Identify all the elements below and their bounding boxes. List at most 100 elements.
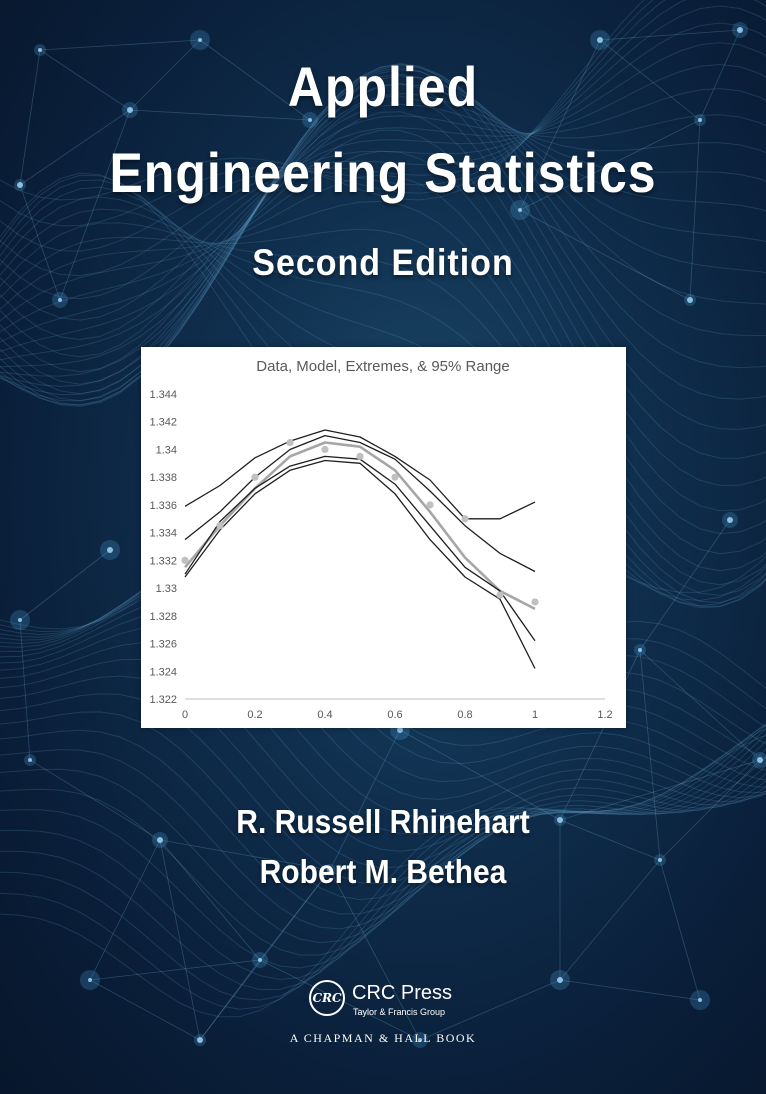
wave-line [0, 724, 766, 1001]
network-node [397, 727, 403, 733]
wave-line [0, 5, 766, 300]
network-link [699, 29, 741, 121]
wave-line [0, 658, 766, 852]
wave-lines [0, 0, 766, 1018]
wave-line [0, 612, 766, 800]
network-link [519, 119, 701, 211]
network-link [559, 819, 661, 861]
publisher-group: Taylor & Francis Group [353, 1007, 446, 1017]
data-point [286, 438, 294, 447]
wave-line [0, 675, 766, 869]
series-line-extreme-lower [184, 434, 536, 573]
network-link [89, 979, 201, 1041]
wave-line [0, 208, 766, 604]
data-point [216, 522, 224, 530]
x-tick-label: 1 [532, 709, 538, 721]
network-link [29, 759, 161, 841]
network-link [639, 649, 661, 861]
data-point [391, 473, 399, 481]
wave-line [0, 196, 766, 607]
chart-title: Data, Model, Extremes, & 95% Range [256, 358, 509, 375]
wave-line [0, 22, 766, 321]
data-point [181, 556, 189, 564]
wave-line [0, 723, 766, 991]
network-link [599, 39, 701, 121]
network-node [127, 107, 133, 113]
wave-line [0, 626, 766, 818]
network-node [557, 817, 563, 823]
network-link [689, 119, 701, 301]
data-point [461, 515, 469, 523]
wave-line [0, 88, 766, 373]
network-node [38, 48, 42, 52]
wave-line [0, 0, 766, 277]
x-tick-label: 0.2 [247, 709, 262, 721]
wave-line [0, 82, 766, 430]
wave-line [0, 228, 766, 586]
data-point [321, 445, 329, 454]
wave-line [0, 129, 766, 512]
network-node [698, 998, 702, 1002]
network-link [129, 39, 201, 111]
network-link [89, 959, 261, 981]
x-tick-label: 0.4 [317, 709, 332, 721]
y-tick-label: 1.322 [149, 694, 177, 706]
network-node [308, 118, 312, 122]
network-link [639, 649, 761, 761]
network-link [89, 839, 161, 981]
wave-line [0, 729, 766, 915]
wave-line [0, 0, 666, 252]
wave-line [0, 67, 766, 387]
wave-line [0, 150, 766, 535]
network-node [638, 648, 642, 652]
series-line-model [184, 441, 536, 611]
wave-line [0, 42, 766, 341]
wave-line [0, 583, 766, 788]
wave-line [0, 174, 766, 555]
network-link [159, 839, 261, 961]
chart: Data, Model, Extremes, & 95% Range 0 0.2 0… [149, 358, 612, 721]
wave-line [0, 63, 766, 402]
network-link [659, 759, 761, 861]
network-link [19, 49, 41, 186]
network-link [329, 869, 421, 1041]
wave-line [0, 222, 766, 596]
series-line-extreme-upper [184, 429, 536, 520]
network-link [559, 859, 661, 981]
wave-line [0, 740, 766, 944]
y-tick-label: 1.344 [149, 389, 177, 401]
wave-line [0, 735, 766, 1018]
wave-line [0, 73, 766, 400]
network-node [658, 858, 662, 862]
network-link [519, 39, 601, 211]
book-title-line1: Applied [287, 55, 479, 119]
y-tick-label: 1.34 [156, 444, 177, 456]
network-node [198, 38, 202, 42]
y-tick-label: 1.328 [149, 611, 177, 623]
data-point [531, 598, 539, 606]
network-link [39, 39, 201, 51]
data-point [496, 591, 504, 599]
y-tick-label: 1.338 [149, 472, 177, 484]
network-node [418, 1038, 422, 1042]
network-node [58, 298, 62, 302]
wave-line [0, 75, 766, 406]
x-tick-label: 0.8 [457, 709, 472, 721]
series-layer [184, 429, 536, 669]
book-title-line2: Engineering Statistics [109, 141, 657, 205]
network-link [19, 109, 131, 186]
network-node [727, 517, 733, 523]
publisher-imprint: A CHAPMAN & HALL BOOK [289, 1031, 477, 1045]
wave-line [0, 728, 766, 1010]
wave-line [0, 642, 766, 835]
wave-line [0, 83, 766, 402]
data-point [251, 473, 259, 481]
wave-line [0, 200, 766, 572]
author-1: R. Russell Rhinehart [236, 804, 530, 841]
series-line-range-lower [184, 459, 536, 669]
network-link [39, 49, 131, 111]
author-2: Robert M. Bethea [259, 854, 507, 891]
wave-line [0, 597, 766, 794]
network-link [559, 649, 641, 821]
